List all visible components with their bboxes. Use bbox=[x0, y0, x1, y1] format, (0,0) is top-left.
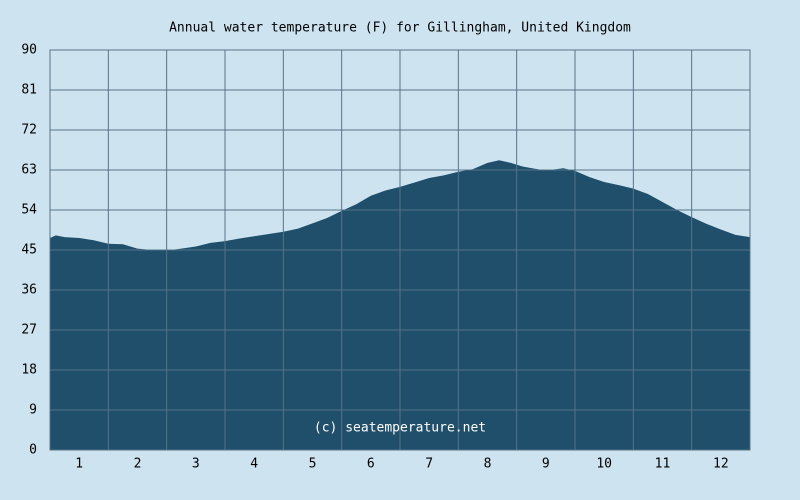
x-tick-label: 8 bbox=[484, 457, 492, 472]
y-tick-label: 36 bbox=[21, 283, 37, 298]
chart-title: Annual water temperature (F) for Gilling… bbox=[169, 21, 631, 36]
x-tick-label: 10 bbox=[596, 457, 612, 472]
y-tick-label: 63 bbox=[21, 163, 37, 178]
x-tick-label: 2 bbox=[134, 457, 142, 472]
x-tick-label: 12 bbox=[713, 457, 729, 472]
x-tick-label: 3 bbox=[192, 457, 200, 472]
x-tick-label: 4 bbox=[250, 457, 258, 472]
y-tick-label: 18 bbox=[21, 363, 37, 378]
x-tick-label: 11 bbox=[655, 457, 671, 472]
x-tick-label: 6 bbox=[367, 457, 375, 472]
y-tick-label: 0 bbox=[29, 443, 37, 458]
y-tick-label: 81 bbox=[21, 83, 37, 98]
watermark: (c) seatemperature.net bbox=[314, 421, 486, 436]
y-tick-label: 54 bbox=[21, 203, 37, 218]
y-tick-label: 45 bbox=[21, 243, 37, 258]
x-tick-label: 1 bbox=[75, 457, 83, 472]
y-tick-label: 90 bbox=[21, 43, 37, 58]
y-tick-label: 72 bbox=[21, 123, 37, 138]
x-tick-label: 9 bbox=[542, 457, 550, 472]
plot-border bbox=[49, 49, 751, 451]
x-tick-label: 5 bbox=[309, 457, 317, 472]
x-tick-label: 7 bbox=[425, 457, 433, 472]
y-tick-label: 27 bbox=[21, 323, 37, 338]
y-tick-label: 9 bbox=[29, 403, 37, 418]
